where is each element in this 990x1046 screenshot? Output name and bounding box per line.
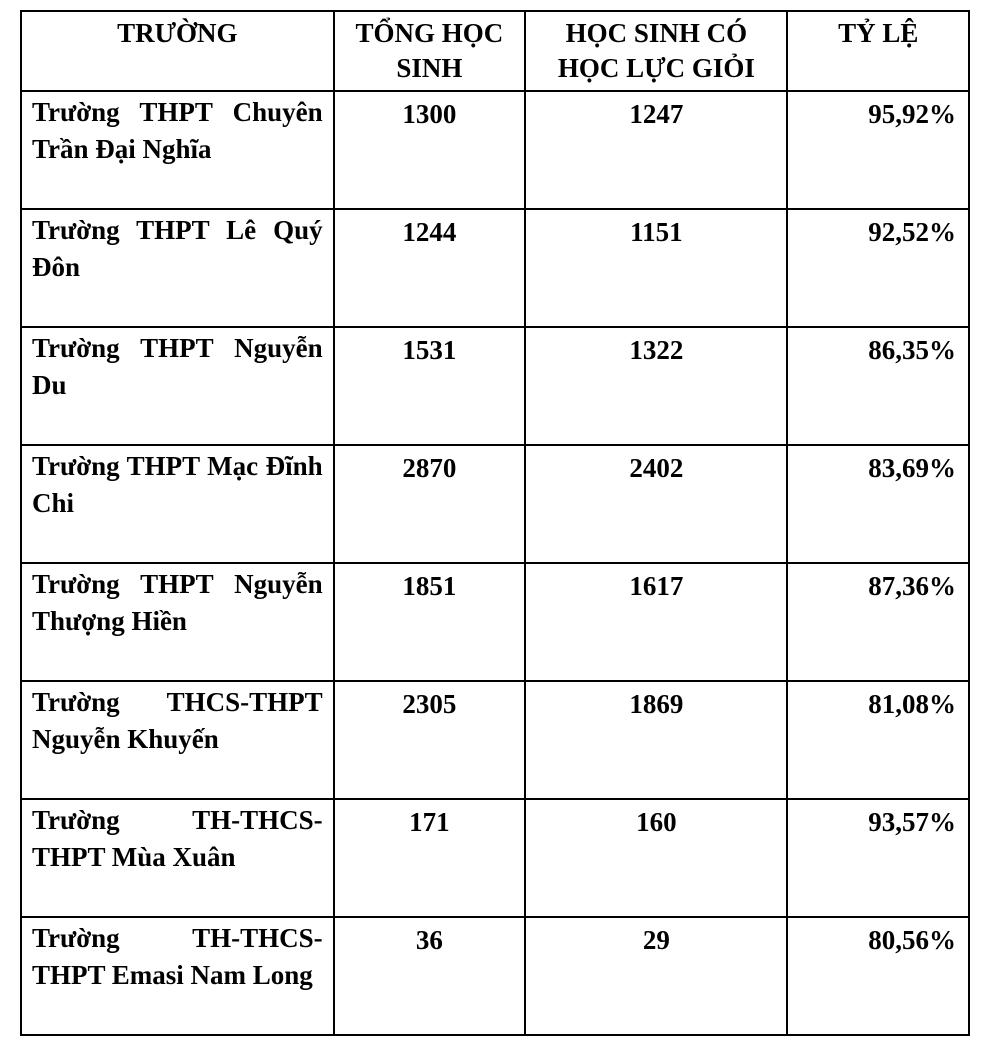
school-line2: Nguyễn Khuyến bbox=[32, 721, 323, 757]
cell-ratio: 81,08% bbox=[787, 681, 969, 799]
table-row: Trường THPT Mạc Đĩnh Chi 2870 2402 83,69… bbox=[21, 445, 969, 563]
header-school: TRƯỜNG bbox=[21, 11, 334, 91]
cell-school: Trường THCS-THPT Nguyễn Khuyến bbox=[21, 681, 334, 799]
cell-ratio: 93,57% bbox=[787, 799, 969, 917]
cell-school: Trường THPT Lê Quý Đôn bbox=[21, 209, 334, 327]
school-line1: Trường THPT Lê Quý bbox=[32, 215, 323, 245]
school-line2: Thượng Hiền bbox=[32, 603, 323, 639]
cell-total: 1300 bbox=[334, 91, 526, 209]
table-row: Trường THPT Nguyễn Du 1531 1322 86,35% bbox=[21, 327, 969, 445]
school-line1: Trường THPT Mạc Đĩnh bbox=[32, 451, 323, 481]
table-row: Trường THPT Nguyễn Thượng Hiền 1851 1617… bbox=[21, 563, 969, 681]
cell-good: 29 bbox=[525, 917, 787, 1035]
table-row: Trường THPT Chuyên Trần Đại Nghĩa 1300 1… bbox=[21, 91, 969, 209]
school-line1: Trường TH-THCS- bbox=[32, 805, 323, 835]
school-line2: THPT Mùa Xuân bbox=[32, 839, 323, 875]
cell-ratio: 92,52% bbox=[787, 209, 969, 327]
cell-total: 2870 bbox=[334, 445, 526, 563]
cell-total: 36 bbox=[334, 917, 526, 1035]
cell-good: 1869 bbox=[525, 681, 787, 799]
cell-school: Trường THPT Mạc Đĩnh Chi bbox=[21, 445, 334, 563]
cell-school: Trường TH-THCS- THPT Mùa Xuân bbox=[21, 799, 334, 917]
school-line2: Chi bbox=[32, 485, 323, 521]
cell-ratio: 83,69% bbox=[787, 445, 969, 563]
cell-school: Trường THPT Nguyễn Du bbox=[21, 327, 334, 445]
cell-good: 1151 bbox=[525, 209, 787, 327]
cell-total: 2305 bbox=[334, 681, 526, 799]
school-line1: Trường THCS-THPT bbox=[32, 687, 323, 717]
school-line2: Du bbox=[32, 367, 323, 403]
school-line2: THPT Emasi Nam Long bbox=[32, 957, 323, 993]
cell-total: 171 bbox=[334, 799, 526, 917]
cell-ratio: 86,35% bbox=[787, 327, 969, 445]
cell-ratio: 80,56% bbox=[787, 917, 969, 1035]
school-stats-table: TRƯỜNG TỔNG HỌC SINH HỌC SINH CÓ HỌC LỰC… bbox=[20, 10, 970, 1036]
cell-ratio: 87,36% bbox=[787, 563, 969, 681]
cell-school: Trường TH-THCS- THPT Emasi Nam Long bbox=[21, 917, 334, 1035]
cell-total: 1851 bbox=[334, 563, 526, 681]
school-line2: Trần Đại Nghĩa bbox=[32, 131, 323, 167]
table-header-row: TRƯỜNG TỔNG HỌC SINH HỌC SINH CÓ HỌC LỰC… bbox=[21, 11, 969, 91]
school-line1: Trường THPT Chuyên bbox=[32, 97, 323, 127]
table-row: Trường TH-THCS- THPT Mùa Xuân 171 160 93… bbox=[21, 799, 969, 917]
cell-good: 1322 bbox=[525, 327, 787, 445]
header-total: TỔNG HỌC SINH bbox=[334, 11, 526, 91]
school-line1: Trường TH-THCS- bbox=[32, 923, 323, 953]
cell-good: 160 bbox=[525, 799, 787, 917]
cell-total: 1244 bbox=[334, 209, 526, 327]
cell-good: 1617 bbox=[525, 563, 787, 681]
table-row: Trường THPT Lê Quý Đôn 1244 1151 92,52% bbox=[21, 209, 969, 327]
cell-ratio: 95,92% bbox=[787, 91, 969, 209]
header-good: HỌC SINH CÓ HỌC LỰC GIỎI bbox=[525, 11, 787, 91]
cell-good: 1247 bbox=[525, 91, 787, 209]
cell-total: 1531 bbox=[334, 327, 526, 445]
school-line2: Đôn bbox=[32, 249, 323, 285]
header-ratio: TỶ LỆ bbox=[787, 11, 969, 91]
school-line1: Trường THPT Nguyễn bbox=[32, 569, 323, 599]
cell-school: Trường THPT Nguyễn Thượng Hiền bbox=[21, 563, 334, 681]
table-body: Trường THPT Chuyên Trần Đại Nghĩa 1300 1… bbox=[21, 91, 969, 1035]
table-row: Trường TH-THCS- THPT Emasi Nam Long 36 2… bbox=[21, 917, 969, 1035]
table-row: Trường THCS-THPT Nguyễn Khuyến 2305 1869… bbox=[21, 681, 969, 799]
cell-good: 2402 bbox=[525, 445, 787, 563]
cell-school: Trường THPT Chuyên Trần Đại Nghĩa bbox=[21, 91, 334, 209]
school-line1: Trường THPT Nguyễn bbox=[32, 333, 323, 363]
